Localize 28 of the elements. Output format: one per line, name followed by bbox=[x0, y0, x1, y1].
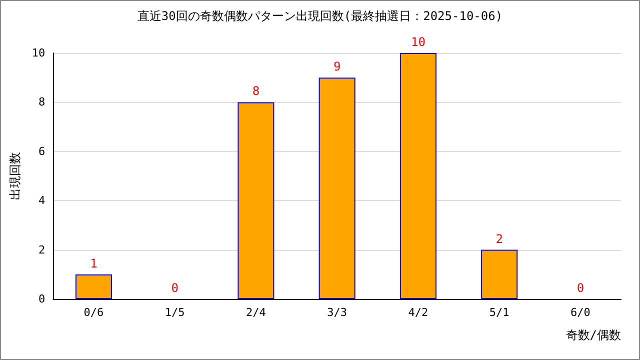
data-label: 10 bbox=[410, 35, 426, 49]
y-tick-label: 4 bbox=[38, 194, 46, 208]
x-tick-label: 0/6 bbox=[84, 306, 104, 319]
y-tick-label: 10 bbox=[32, 46, 46, 60]
bar bbox=[481, 250, 518, 299]
data-label: 2 bbox=[496, 232, 503, 246]
y-tick-label: 8 bbox=[38, 96, 46, 109]
data-label: 9 bbox=[333, 60, 341, 74]
chart-title: 直近30回の奇数偶数パターン出現回数(最終抽選日：2025-10-06) bbox=[137, 9, 503, 23]
x-tick-label: 2/4 bbox=[246, 306, 266, 319]
x-axis-title: 奇数/偶数 bbox=[566, 328, 621, 342]
bar bbox=[400, 53, 436, 299]
y-tick-label: 2 bbox=[38, 243, 46, 256]
bar bbox=[238, 102, 274, 299]
y-axis-title: 出現回数 bbox=[8, 152, 22, 200]
x-tick-label: 5/1 bbox=[489, 306, 510, 319]
x-tick-label: 1/5 bbox=[164, 306, 185, 319]
y-tick-label: 6 bbox=[38, 144, 46, 158]
x-tick-label: 4/2 bbox=[408, 306, 428, 319]
bar bbox=[318, 78, 356, 299]
x-tick-label: 6/0 bbox=[570, 306, 590, 319]
data-label: 1 bbox=[90, 256, 98, 270]
data-label: 8 bbox=[252, 84, 260, 98]
y-tick-label: 0 bbox=[38, 292, 46, 306]
bar bbox=[75, 274, 112, 299]
data-label: 0 bbox=[576, 281, 584, 295]
data-label: 0 bbox=[171, 281, 178, 295]
x-tick-label: 3/3 bbox=[327, 306, 348, 319]
